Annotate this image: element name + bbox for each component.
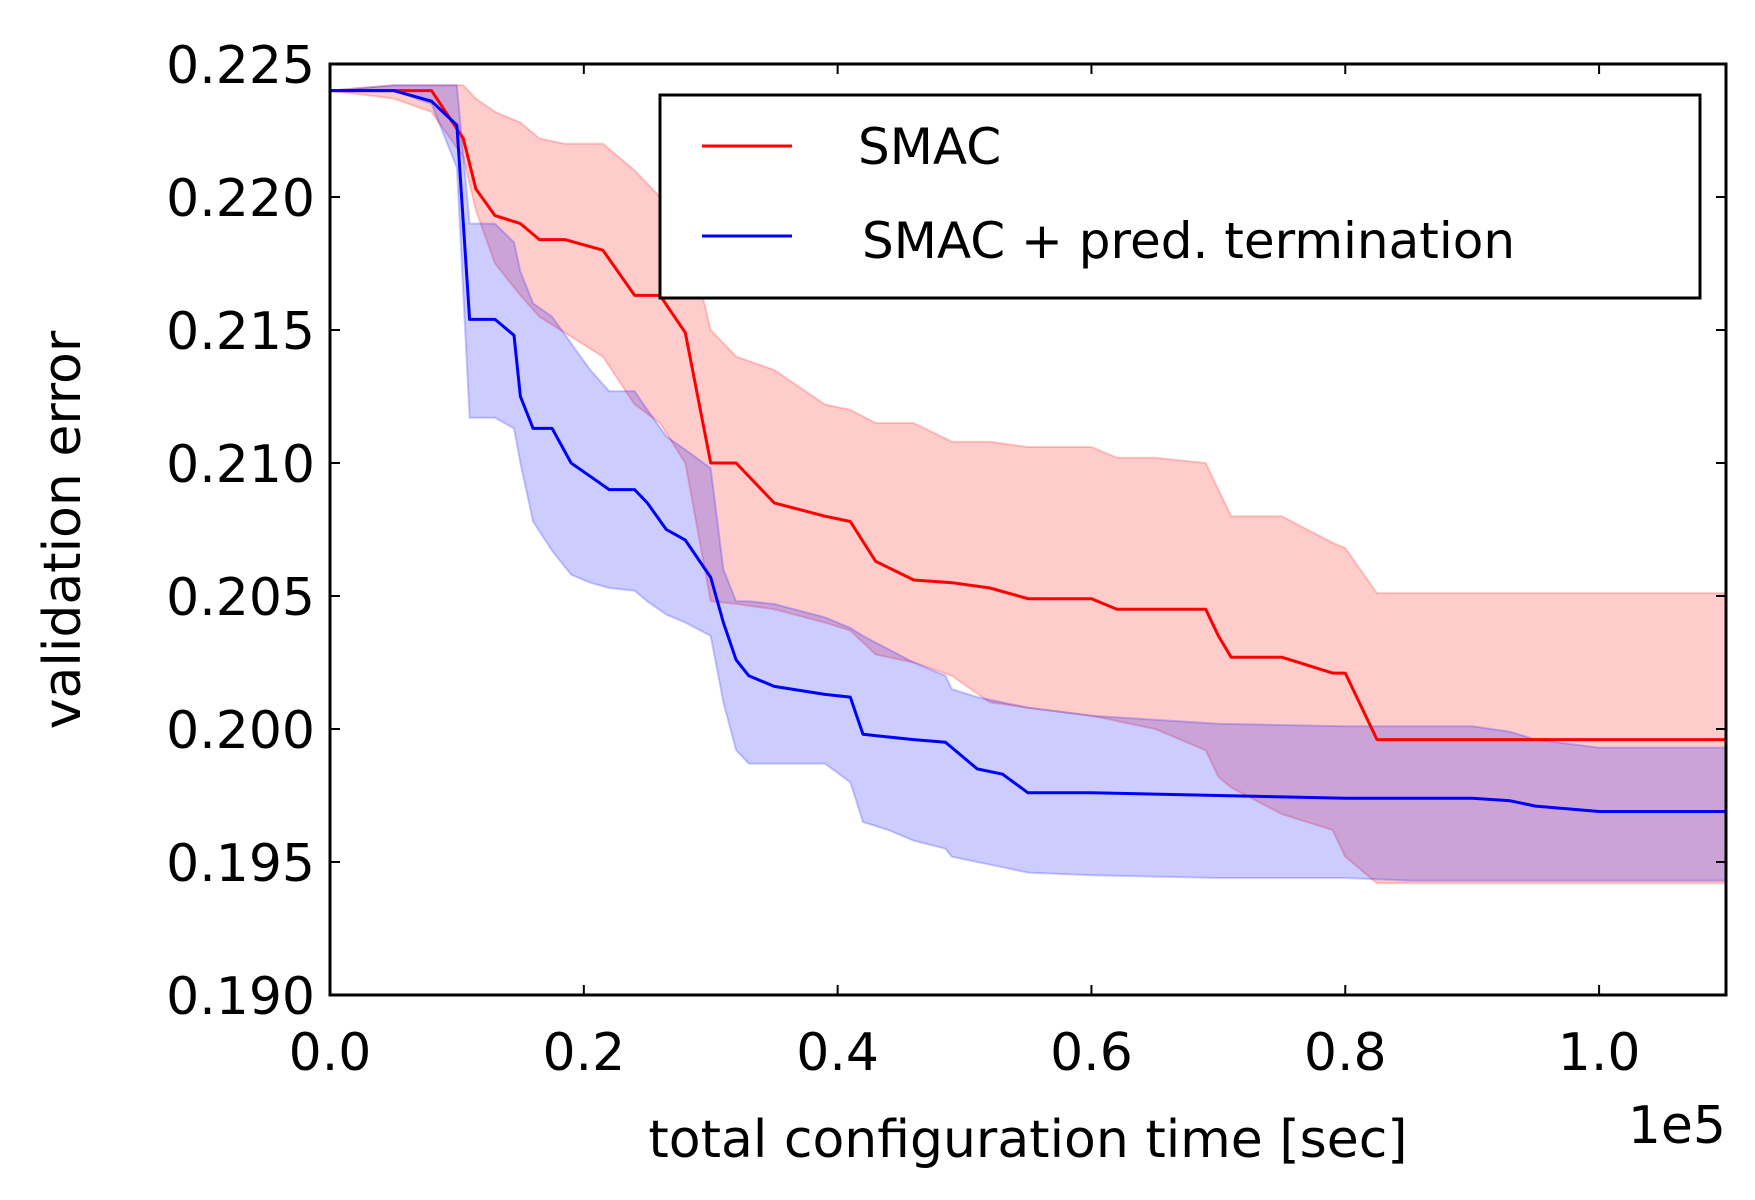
x-tick-label: 0.6 bbox=[1050, 1023, 1133, 1083]
plot-frame bbox=[328, 62, 1728, 997]
legend: SMAC SMAC + pred. termination bbox=[658, 93, 1702, 300]
x-axis-ticks: 0.0 0.2 0.4 0.6 0.8 1.0 bbox=[289, 64, 1641, 1083]
x-tick-label: 0.0 bbox=[289, 1023, 372, 1083]
x-axis-offset-text: 1e5 bbox=[1628, 1096, 1726, 1156]
x-tick-label: 0.2 bbox=[542, 1023, 625, 1083]
x-tick-label: 0.4 bbox=[796, 1023, 879, 1083]
series-line-1 bbox=[330, 89, 1726, 813]
y-tick-label: 0.210 bbox=[166, 435, 315, 495]
y-tick-label: 0.190 bbox=[166, 967, 315, 1027]
y-axis-label: validation error bbox=[33, 330, 93, 729]
series-lines bbox=[330, 89, 1726, 813]
legend-label-smac: SMAC bbox=[858, 118, 1001, 176]
series-line-0 bbox=[330, 89, 1726, 742]
x-tick-label: 1.0 bbox=[1558, 1023, 1641, 1083]
y-tick-label: 0.215 bbox=[166, 302, 315, 362]
y-tick-label: 0.225 bbox=[166, 36, 315, 96]
x-tick-label: 0.8 bbox=[1304, 1023, 1387, 1083]
y-tick-label: 0.195 bbox=[166, 834, 315, 894]
y-tick-label: 0.205 bbox=[166, 568, 315, 628]
x-axis-label: total configuration time [sec] bbox=[648, 1110, 1407, 1170]
y-tick-label: 0.200 bbox=[166, 701, 315, 761]
legend-label-smac-pred: SMAC + pred. termination bbox=[862, 212, 1515, 270]
legend-box bbox=[658, 93, 1702, 300]
y-axis-ticks: 0.190 0.195 0.200 0.205 0.210 0.215 0.220 0.225 bbox=[166, 36, 1726, 1027]
y-tick-label: 0.220 bbox=[166, 169, 315, 229]
